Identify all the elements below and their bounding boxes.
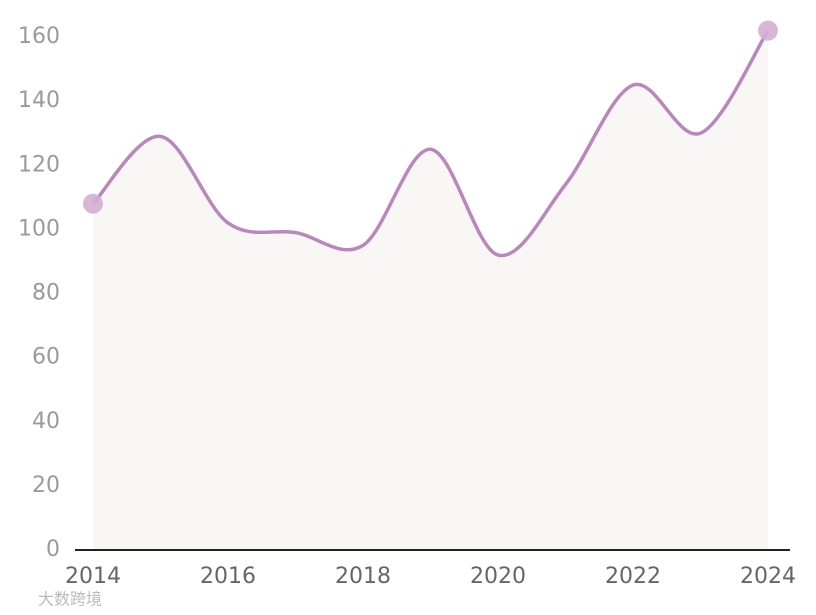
marker [83,193,103,214]
y-tick-label: 120 [18,152,60,177]
marker [758,20,778,41]
y-tick-label: 0 [46,537,60,562]
x-tick-label: 2024 [740,564,796,589]
x-tick-label: 2016 [200,564,256,589]
plot: 0 20 40 60 80 100 120 140 160 2014 2016 2018 2020 202… [18,20,796,589]
y-tick-label: 20 [32,473,60,498]
y-tick-label: 80 [32,281,60,306]
x-tick-label: 2014 [65,564,121,589]
y-tick-label: 100 [18,216,60,241]
y-tick-label: 60 [32,345,60,370]
x-tick-label: 2022 [605,564,661,589]
y-tick-label: 140 [18,88,60,113]
line [91,29,770,258]
y-tick-label: 160 [18,24,60,49]
watermark: 大数跨境 [38,590,102,609]
x-tick-label: 2020 [470,564,526,589]
y-tick-label: 40 [32,409,60,434]
x-tick-label: 2018 [335,564,391,589]
area [93,30,768,550]
